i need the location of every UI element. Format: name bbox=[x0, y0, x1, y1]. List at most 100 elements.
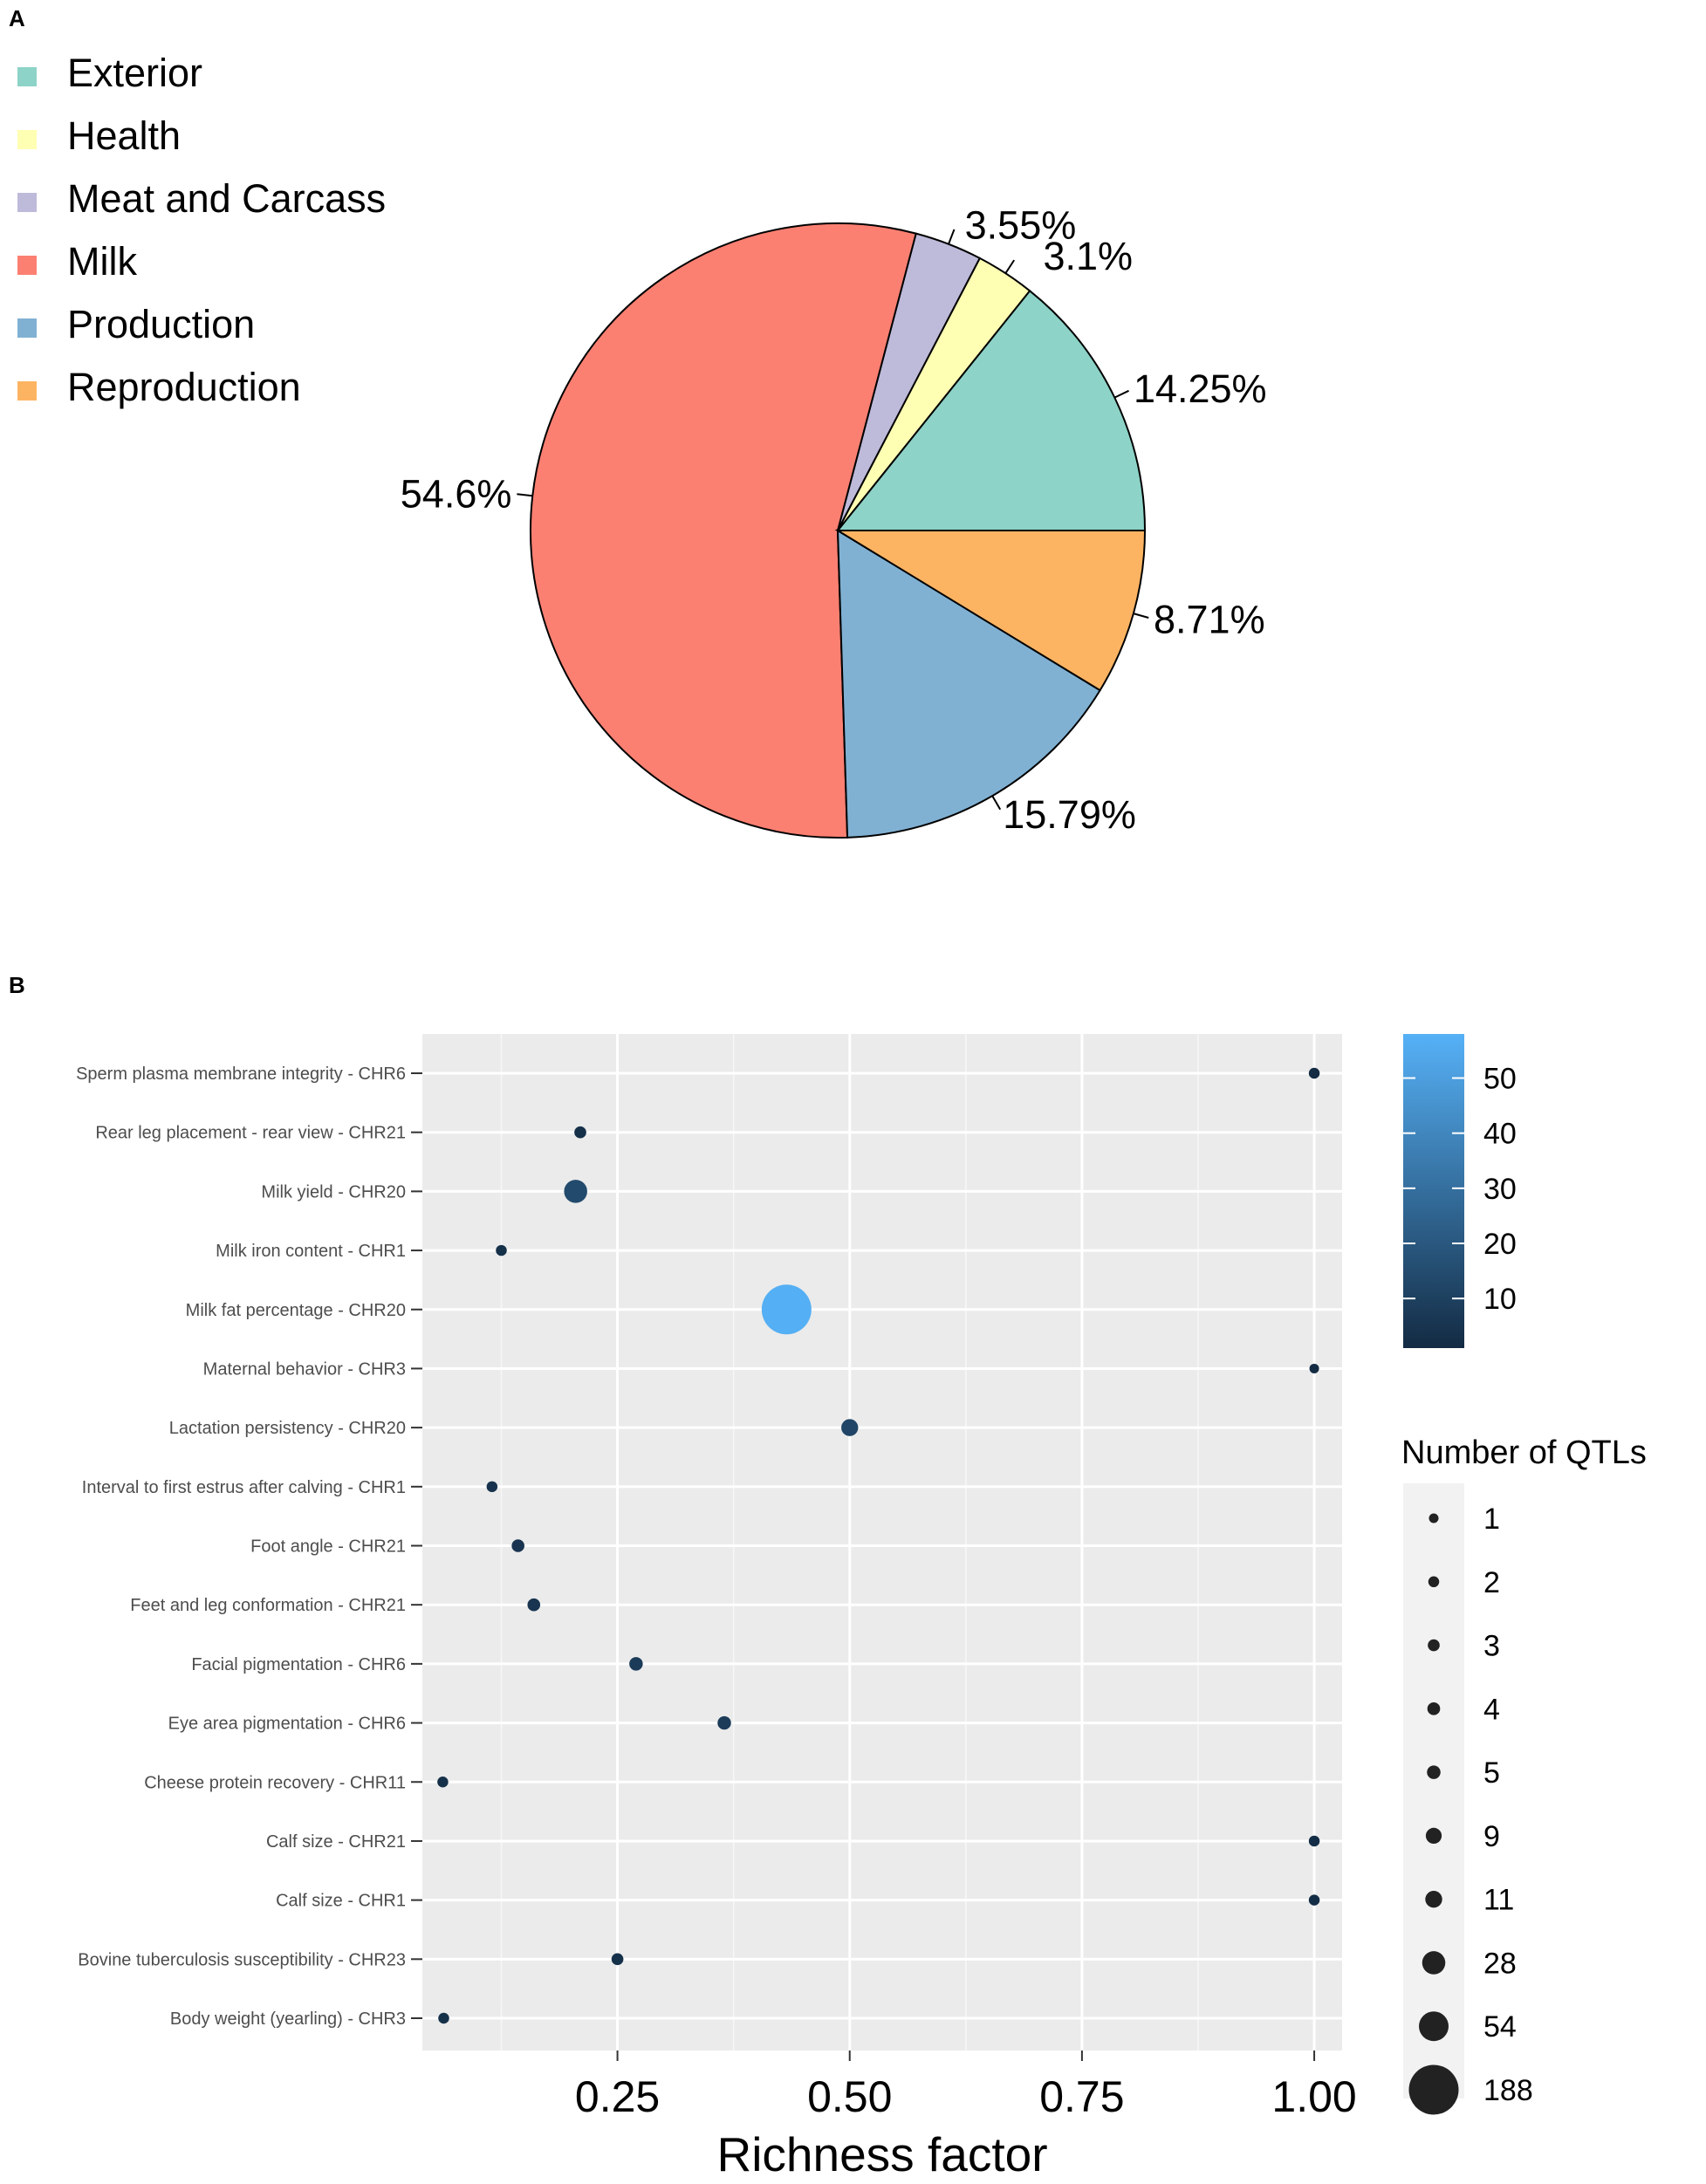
legend-swatch-milk bbox=[17, 256, 37, 275]
legend-swatch-production bbox=[17, 318, 37, 338]
x-tick-label: 1.00 bbox=[1271, 2072, 1356, 2121]
color-legend-label: 50 bbox=[1483, 1063, 1517, 1096]
y-tick-label: Eye area pigmentation - CHR6 bbox=[168, 1715, 406, 1734]
x-tick-label: 0.75 bbox=[1039, 2072, 1124, 2121]
point-calf-size-chr1 bbox=[1308, 1894, 1320, 1906]
plot-grid bbox=[422, 1034, 1342, 2050]
pie-chart: 14.25% 3.1%3.55% 54.6% 15.79% 8.71% bbox=[401, 202, 1267, 839]
point-bovine-tuberculosis-susceptibility-chr23 bbox=[611, 1953, 624, 1966]
pie-label-exterior: 14.25% bbox=[1134, 366, 1267, 411]
size-legend-key-54 bbox=[1419, 2011, 1449, 2042]
color-legend-label: 10 bbox=[1483, 1283, 1517, 1316]
legend-label-reproduction: Reproduction bbox=[67, 365, 301, 409]
y-tick-label: Facial pigmentation - CHR6 bbox=[191, 1655, 406, 1674]
pie-leader-meat-and-carcass bbox=[948, 229, 956, 245]
pie-leader-reproduction bbox=[1133, 613, 1149, 619]
point-milk-fat-percentage-chr20 bbox=[761, 1284, 812, 1335]
legend-swatch-reproduction bbox=[17, 381, 37, 401]
point-milk-iron-content-chr1 bbox=[496, 1244, 507, 1256]
size-legend-label: 2 bbox=[1483, 1566, 1500, 1599]
point-feet-and-leg-conformation-chr21 bbox=[527, 1598, 541, 1612]
size-legend-key-2 bbox=[1428, 1576, 1440, 1588]
size-legend: 1 2 3 4 5 9 11 28 54 188 bbox=[1408, 1503, 1533, 2115]
x-tick-label: 0.50 bbox=[807, 2072, 892, 2121]
size-legend-key-5 bbox=[1427, 1765, 1441, 1779]
y-tick-label: Bovine tuberculosis susceptibility - CHR… bbox=[78, 1950, 406, 1969]
pie-label-reproduction: 8.71% bbox=[1154, 598, 1265, 642]
y-tick-label: Calf size - CHR21 bbox=[266, 1832, 406, 1852]
size-legend-key-188 bbox=[1408, 2064, 1459, 2115]
y-tick-label: Rear leg placement - rear view - CHR21 bbox=[95, 1124, 406, 1143]
y-axis-labels: Sperm plasma membrane integrity - CHR6 Re… bbox=[76, 1065, 422, 2029]
y-tick-label: Maternal behavior - CHR3 bbox=[203, 1359, 406, 1379]
x-axis-title: Richness factor bbox=[716, 2127, 1047, 2181]
pie-slice-production bbox=[836, 529, 1101, 839]
pie-label-meat-and-carcass: 3.55% bbox=[965, 202, 1077, 247]
color-legend-bar bbox=[1403, 1034, 1464, 1348]
x-tick-label: 0.25 bbox=[575, 2072, 660, 2121]
legend-label-exterior: Exterior bbox=[67, 51, 202, 95]
size-legend-label: 3 bbox=[1483, 1630, 1500, 1663]
size-legend-key-4 bbox=[1427, 1702, 1441, 1715]
pie-leader-production bbox=[991, 795, 1002, 811]
y-tick-label: Milk iron content - CHR1 bbox=[216, 1242, 406, 1261]
y-tick-label: Body weight (yearling) - CHR3 bbox=[170, 2009, 406, 2029]
color-legend-label: 20 bbox=[1483, 1228, 1517, 1261]
y-tick-label: Cheese protein recovery - CHR11 bbox=[144, 1773, 406, 1792]
point-rear-leg-placement-rear-view-chr21 bbox=[574, 1126, 586, 1139]
size-legend-label: 11 bbox=[1483, 1884, 1514, 1917]
point-lactation-persistency-chr20 bbox=[841, 1419, 859, 1436]
color-legend-label: 40 bbox=[1483, 1118, 1517, 1151]
point-foot-angle-chr21 bbox=[511, 1539, 524, 1552]
color-legend: 10 20 30 40 50 bbox=[1403, 1063, 1517, 1316]
size-legend-label: 188 bbox=[1483, 2074, 1533, 2107]
pie-slice-reproduction bbox=[834, 530, 1147, 692]
pie-label-health: 3.1% bbox=[1043, 234, 1133, 278]
pie-label-milk: 54.6% bbox=[401, 472, 512, 517]
legend-swatch-health bbox=[17, 130, 37, 149]
size-legend-key-28 bbox=[1422, 1951, 1446, 1975]
y-tick-label: Interval to first estrus after calving -… bbox=[82, 1478, 406, 1497]
y-tick-label: Foot angle - CHR21 bbox=[250, 1537, 406, 1557]
pie-label-production: 15.79% bbox=[1003, 792, 1136, 837]
legend-swatch-meat-and-carcass bbox=[17, 193, 37, 212]
pie-slice-milk bbox=[530, 223, 917, 839]
y-tick-label: Calf size - CHR1 bbox=[276, 1892, 406, 1911]
size-legend-label: 54 bbox=[1483, 2010, 1517, 2044]
size-legend-title: Number of QTLs bbox=[1401, 1434, 1647, 1471]
size-legend-key-11 bbox=[1425, 1890, 1442, 1908]
x-axis: 0.25 0.50 0.75 1.00 bbox=[575, 2050, 1357, 2121]
plot-panel-background bbox=[422, 1034, 1342, 2050]
size-legend-background bbox=[1403, 1483, 1464, 2098]
pie-leader-milk bbox=[517, 493, 533, 497]
size-legend-label: 5 bbox=[1483, 1756, 1500, 1790]
point-calf-size-chr21 bbox=[1308, 1835, 1320, 1847]
point-eye-area-pigmentation-chr6 bbox=[717, 1715, 731, 1730]
legend-label-milk: Milk bbox=[67, 239, 137, 284]
size-legend-label: 9 bbox=[1483, 1820, 1500, 1853]
point-maternal-behavior-chr3 bbox=[1309, 1363, 1319, 1373]
size-legend-label: 28 bbox=[1483, 1947, 1517, 1980]
point-milk-yield-chr20 bbox=[564, 1180, 587, 1203]
plot-points bbox=[437, 1067, 1320, 2024]
y-tick-label: Feet and leg conformation - CHR21 bbox=[130, 1596, 406, 1615]
y-tick-label: Sperm plasma membrane integrity - CHR6 bbox=[76, 1065, 406, 1084]
pie-leader-exterior bbox=[1113, 389, 1129, 399]
point-body-weight-yearling-chr3 bbox=[438, 2012, 449, 2024]
y-tick-label: Milk fat percentage - CHR20 bbox=[186, 1301, 406, 1320]
point-cheese-protein-recovery-chr11 bbox=[437, 1777, 449, 1788]
pie-slice-exterior bbox=[835, 289, 1147, 531]
pie-legend: Exterior Health Meat and Carcass Milk Produc… bbox=[17, 51, 386, 409]
size-legend-label: 4 bbox=[1483, 1693, 1500, 1726]
legend-label-production: Production bbox=[67, 302, 255, 346]
size-legend-label: 1 bbox=[1483, 1503, 1500, 1536]
legend-label-meat-and-carcass: Meat and Carcass bbox=[67, 176, 386, 221]
point-sperm-plasma-membrane-integrity-chr6 bbox=[1308, 1067, 1320, 1079]
size-legend-key-1 bbox=[1429, 1513, 1439, 1523]
size-legend-key-3 bbox=[1428, 1639, 1440, 1652]
panel-label-b: B bbox=[9, 972, 25, 998]
legend-label-health: Health bbox=[67, 113, 181, 158]
point-facial-pigmentation-chr6 bbox=[629, 1657, 643, 1671]
legend-swatch-exterior bbox=[17, 67, 37, 86]
